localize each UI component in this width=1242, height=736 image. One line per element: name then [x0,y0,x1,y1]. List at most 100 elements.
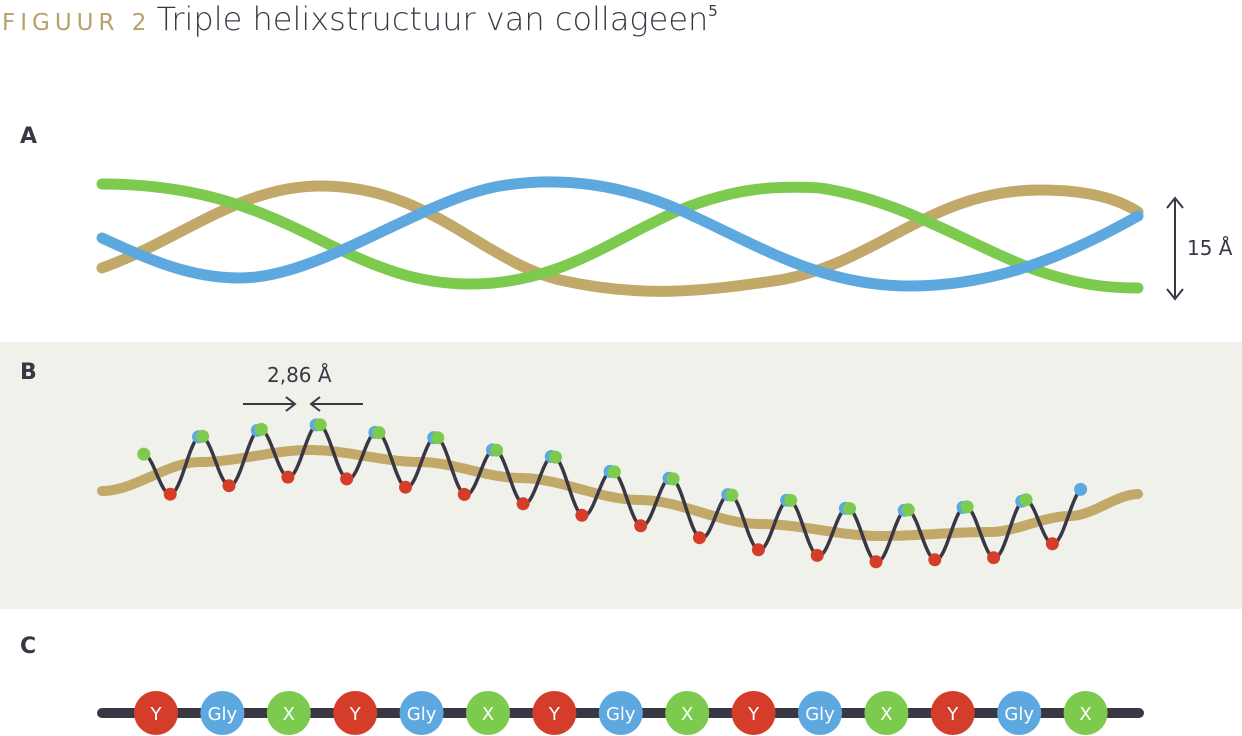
chain-residues [137,418,1088,569]
residue-y [869,555,883,569]
figure-header: FIGUUR 2 Triple helixstructuur van colla… [2,0,718,40]
rise-arrow-left-head [285,396,297,412]
residue-label: Gly [805,704,835,725]
residue-y [751,543,765,557]
diameter-arrow-head-top [1166,196,1184,209]
residue-y [399,480,412,494]
residue-x [725,488,739,502]
sequence-residue-y: Y [134,691,178,735]
residue-x [843,502,856,515]
sequence-residue-gly: Gly [997,691,1042,735]
residue-bead [266,691,311,735]
sequence-residue-gly: Gly [798,691,842,735]
residue-x [196,429,210,443]
residue-label: Gly [606,704,636,725]
residue-y [810,548,824,562]
strand-green [96,178,1144,294]
residue-label: X [283,704,295,725]
sequence-residue-y: Y [930,691,975,735]
sequence-residue-x: X [266,691,311,735]
sequence-residue-x: X [1063,691,1108,735]
residue-x [607,465,621,479]
residue-label: X [482,704,494,725]
residue-y [928,553,942,567]
sequence-residue-x: X [665,691,710,735]
residue-bead [930,691,975,735]
sequence-residue-y: Y [333,691,378,735]
residue-y [516,497,530,511]
residue-y [281,470,295,484]
sequence-residue-x: X [466,691,510,735]
residue-bead [997,691,1042,735]
residue-label: Gly [407,704,437,725]
residue-x [431,431,445,445]
chain-axis [97,445,1143,541]
strand-gold [96,180,1144,297]
residue-label: X [1079,704,1091,725]
residue-bead [864,691,909,735]
residue-label: X [681,704,693,725]
residue-x [372,426,386,440]
residue-x [960,500,974,514]
panel-c-sequence: Y Gly X Y Gly X Y Gly X Y Gly X Y Gly X [97,691,1144,735]
residue-label: Gly [1004,704,1034,725]
panel-b-label: B [20,360,37,385]
residue-label: Y [946,704,959,725]
residue-bead [1063,691,1108,735]
residue-label: Y [349,704,362,725]
rise-arrow-right-head [309,396,321,412]
residue-x [1019,493,1033,507]
residue-x [137,447,151,461]
panel-b-background [0,342,1242,609]
residue-y [987,551,1001,565]
residue-y [163,487,177,501]
residue-x [490,443,504,457]
residue-x [901,503,915,517]
residue-bead [200,691,245,735]
figure-label: FIGUUR 2 [2,10,152,36]
residue-x [549,450,562,464]
residue-y [634,519,648,533]
diameter-label: 15 Å [1187,236,1233,260]
residue-bead [598,691,643,735]
residue-label: Y [150,704,163,725]
residue-y [1045,537,1059,551]
residue-x [254,422,268,436]
residue-bead [665,691,710,735]
residue-bead [399,691,444,735]
residue-x [784,493,798,507]
residue-bead [134,691,178,735]
sequence-residue-gly: Gly [200,691,245,735]
residue-label: Y [548,704,561,725]
sequence-residue-gly: Gly [399,691,444,735]
diameter-arrow-head-bottom [1166,288,1184,301]
sequence-residue-y: Y [532,691,577,735]
residue-bead [333,691,378,735]
residue-bead [731,691,776,735]
residue-y [457,487,471,501]
residue-label: Y [747,704,760,725]
panel-a-triple-helix: 15 Å [96,176,1233,301]
figure-title: Triple helixstructuur van collageen [156,0,709,38]
residue-label: Gly [208,704,238,725]
residue-x [313,418,327,432]
residue-gly [1074,482,1088,496]
residue-y [340,472,354,486]
residue-y [575,508,589,522]
rise-label: 2,86 Å [267,363,332,387]
sequence-residue-x: X [864,691,909,735]
residue-bead [466,691,510,735]
residue-y [222,479,236,493]
residue-bead [798,691,842,735]
panel-b-chain: 2,86 Å [97,363,1143,569]
panel-c-label: C [20,634,37,659]
panel-a-label: A [20,124,38,149]
residue-x [666,472,680,486]
sequence-residue-gly: Gly [598,691,643,735]
residue-y [693,531,706,545]
strand-blue [96,176,1144,292]
residue-bead [532,691,577,735]
residue-label: X [880,704,892,725]
sequence-residue-y: Y [731,691,776,735]
